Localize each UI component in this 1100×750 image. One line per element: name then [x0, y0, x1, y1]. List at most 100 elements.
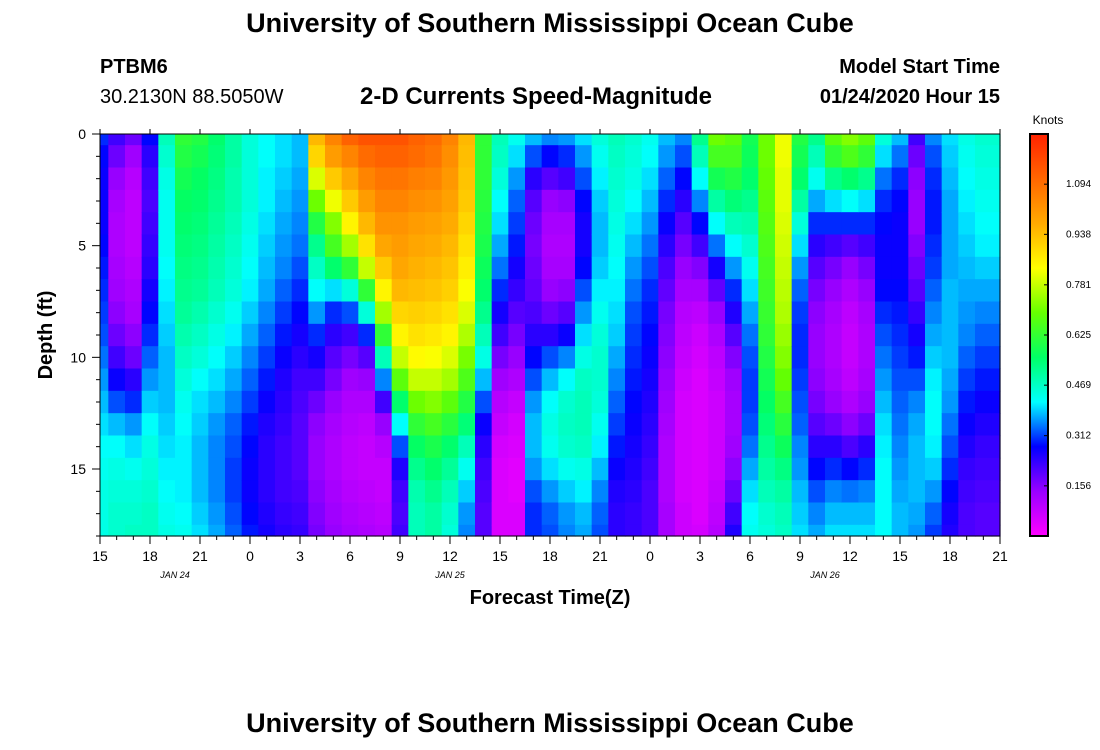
x-tick-label: 9: [796, 548, 804, 564]
heatmap-cell: [425, 301, 443, 325]
heatmap-cell: [508, 256, 526, 280]
heatmap-cell: [608, 279, 626, 303]
heatmap-cell: [391, 145, 409, 169]
heatmap-cell: [791, 346, 809, 370]
heatmap-cell: [341, 457, 359, 481]
heatmap-cell: [175, 134, 193, 146]
heatmap-cell: [458, 256, 476, 280]
heatmap-cell: [125, 435, 143, 459]
heatmap-cell: [875, 413, 893, 437]
heatmap-cell: [725, 502, 743, 526]
heatmap-cell: [158, 346, 176, 370]
heatmap-cell: [208, 435, 226, 459]
heatmap-cell: [625, 502, 643, 526]
heatmap-cell: [875, 167, 893, 191]
heatmap-cell: [225, 323, 243, 347]
heatmap-cell: [891, 256, 909, 280]
heatmap-cell: [741, 502, 759, 526]
heatmap-cell: [941, 323, 959, 347]
heatmap-cell: [491, 346, 509, 370]
heatmap-cell: [441, 480, 459, 504]
heatmap-cell: [108, 480, 126, 504]
heatmap-cell: [158, 189, 176, 213]
heatmap-cell: [908, 234, 926, 258]
heatmap-cell: [775, 279, 793, 303]
heatmap-cell: [858, 301, 876, 325]
heatmap-cell: [591, 189, 609, 213]
heatmap-cell: [858, 323, 876, 347]
heatmap-cell: [658, 189, 676, 213]
heatmap-cell: [558, 256, 576, 280]
heatmap-cell: [708, 189, 726, 213]
heatmap-cell: [691, 167, 709, 191]
heatmap-cell: [241, 301, 259, 325]
heatmap-cell: [241, 413, 259, 437]
heatmap-cell: [925, 145, 943, 169]
heatmap-cell: [391, 234, 409, 258]
x-tick-label: 21: [192, 548, 208, 564]
heatmap-cell: [791, 234, 809, 258]
heatmap-cell: [308, 480, 326, 504]
colorbar-tick-label: 1.094: [1066, 179, 1091, 190]
heatmap-cell: [658, 435, 676, 459]
heatmap-cell: [208, 413, 226, 437]
heatmap-cell: [791, 524, 809, 537]
heatmap-cell: [241, 457, 259, 481]
heatmap-cell: [858, 145, 876, 169]
heatmap-cell: [825, 346, 843, 370]
heatmap-cell: [875, 279, 893, 303]
heatmap-cell: [991, 457, 1001, 481]
heatmap-cell: [708, 346, 726, 370]
heatmap-cell: [608, 167, 626, 191]
heatmap-cell: [925, 368, 943, 392]
heatmap-cell: [808, 234, 826, 258]
heatmap-cell: [391, 189, 409, 213]
heatmap-cell: [425, 134, 443, 146]
heatmap-chart: 15 18 21 0 3 6 9 12 15 18 21 0 3 6 9 12 15 18 21 0 5 10 15 JAN …: [35, 113, 1091, 609]
heatmap-cell: [991, 323, 1001, 347]
heatmap-cell: [758, 435, 776, 459]
heatmap-cell: [891, 212, 909, 236]
heatmap-cell: [308, 323, 326, 347]
heatmap-cell: [575, 413, 593, 437]
heatmap-cell: [758, 346, 776, 370]
heatmap-cell: [658, 502, 676, 526]
heatmap-cell: [725, 189, 743, 213]
heatmap-cell: [425, 323, 443, 347]
heatmap-cell: [725, 212, 743, 236]
heatmap-cell: [358, 413, 376, 437]
heatmap-cell: [741, 480, 759, 504]
heatmap-cell: [391, 368, 409, 392]
heatmap-cell: [408, 323, 426, 347]
heatmap-cell: [108, 502, 126, 526]
heatmap-cell: [100, 134, 109, 146]
heatmap-cell: [675, 167, 693, 191]
heatmap-cell: [541, 346, 559, 370]
heatmap-cell: [158, 435, 176, 459]
heatmap-cell: [108, 390, 126, 414]
heatmap-cell: [925, 212, 943, 236]
heatmap-cell: [675, 480, 693, 504]
heatmap-cell: [658, 457, 676, 481]
heatmap-cell: [575, 368, 593, 392]
heatmap-cell: [725, 323, 743, 347]
heatmap-cell: [658, 413, 676, 437]
heatmap-cell: [725, 390, 743, 414]
heatmap-cell: [858, 413, 876, 437]
heatmap-cell: [675, 145, 693, 169]
heatmap-cell: [491, 413, 509, 437]
heatmap-cell: [508, 323, 526, 347]
heatmap-cell: [975, 435, 993, 459]
heatmap-cell: [675, 134, 693, 146]
heatmap-cell: [358, 234, 376, 258]
colorbar-units: Knots: [1033, 113, 1064, 127]
heatmap-cell: [525, 212, 543, 236]
heatmap-cell: [358, 457, 376, 481]
heatmap-cell: [458, 502, 476, 526]
heatmap-cell: [608, 234, 626, 258]
heatmap-cell: [975, 323, 993, 347]
heatmap-cell: [925, 134, 943, 146]
heatmap-cell: [941, 256, 959, 280]
heatmap-cell: [758, 524, 776, 537]
heatmap-cell: [508, 189, 526, 213]
